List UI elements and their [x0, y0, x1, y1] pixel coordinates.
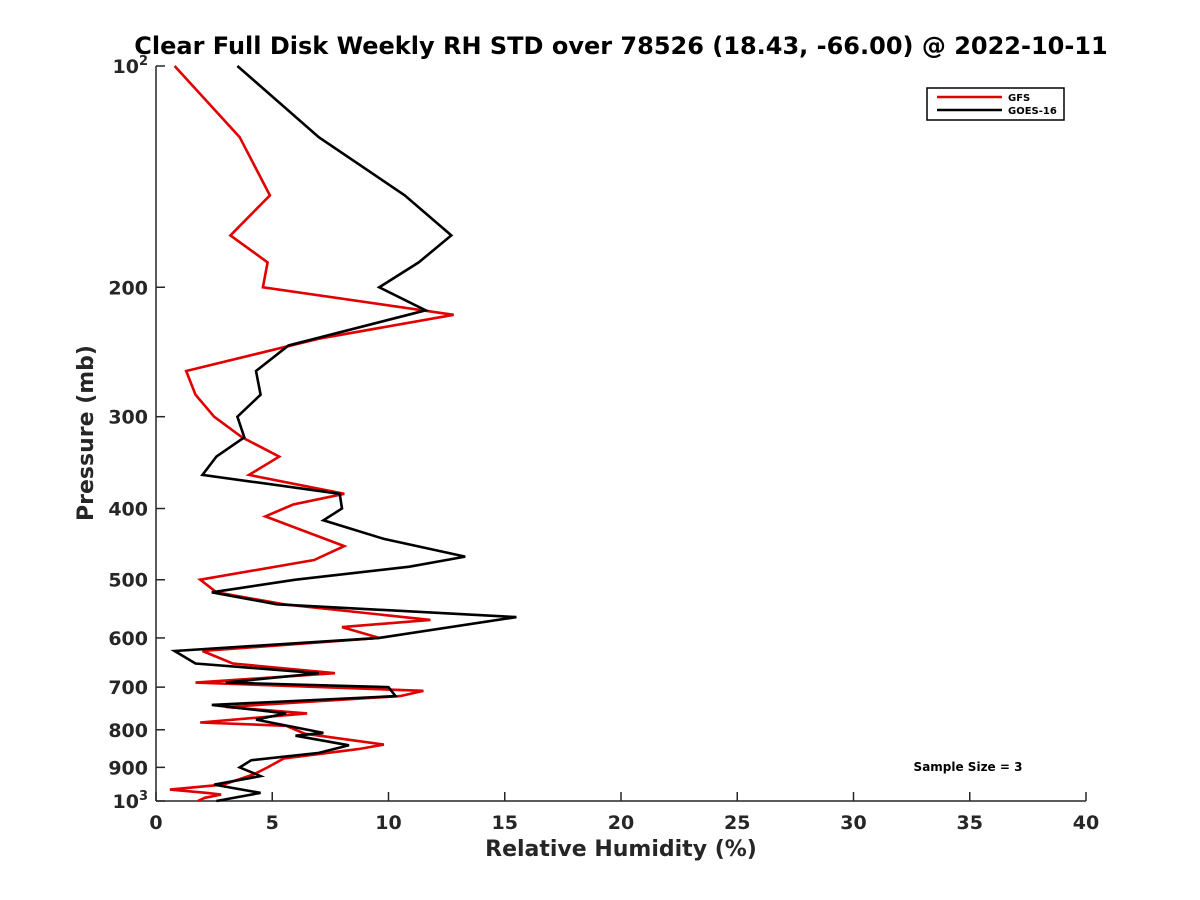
y-tick-label: 200 — [108, 277, 148, 299]
x-tick-label: 35 — [957, 812, 983, 834]
legend-box — [926, 87, 1065, 121]
y-tick-label-base: 500 — [108, 570, 148, 592]
x-axis-ticks: 0 5 10 15 20 25 30 35 40 — [149, 792, 1099, 834]
y-tick-label: 300 — [108, 407, 148, 429]
legend-label-gfs: GFS — [1008, 93, 1030, 104]
x-tick-label: 0 — [149, 812, 162, 834]
x-tick-label: 40 — [1073, 812, 1099, 834]
y-tick-label: 400 — [108, 499, 148, 521]
y-tick-label: 700 — [108, 677, 148, 699]
sample-size-annotation: Sample Size = 3 — [914, 760, 1023, 774]
y-tick-label-base: 900 — [108, 757, 148, 779]
y-tick-label-base: 200 — [108, 277, 148, 299]
y-tick-label: 800 — [108, 720, 148, 742]
series-line-goes16 — [170, 65, 517, 803]
plot-area — [155, 66, 1086, 802]
y-tick-label-base: 10 — [113, 56, 139, 78]
y-tick-label-base: 300 — [108, 407, 148, 429]
y-tick-label: 600 — [108, 628, 148, 650]
legend-label-goes16: GOES-16 — [1008, 106, 1057, 117]
y-tick-label-exponent: 2 — [139, 54, 148, 69]
x-tick-label: 20 — [608, 812, 634, 834]
y-tick-label: 103 — [113, 789, 149, 813]
legend: GFS GOES-16 — [926, 87, 1065, 121]
x-tick-label: 10 — [375, 812, 401, 834]
x-tick-label: 25 — [724, 812, 750, 834]
x-tick-label: 5 — [266, 812, 279, 834]
y-tick-label: 500 — [108, 570, 148, 592]
y-tick-label-base: 600 — [108, 628, 148, 650]
y-axis-label: Pressure (mb) — [74, 345, 99, 521]
y-tick-label: 900 — [108, 757, 148, 779]
series-line-gfs — [169, 65, 454, 803]
y-tick-label-base: 700 — [108, 677, 148, 699]
x-axis-label: Relative Humidity (%) — [485, 837, 757, 862]
y-tick-label: 102 — [113, 54, 149, 78]
y-tick-label-exponent: 3 — [139, 789, 148, 804]
y-tick-label-base: 400 — [108, 499, 148, 521]
x-tick-label: 15 — [492, 812, 518, 834]
y-tick-label-base: 10 — [113, 791, 139, 813]
series-lines — [169, 65, 517, 803]
y-tick-label-base: 800 — [108, 720, 148, 742]
chart-title: Clear Full Disk Weekly RH STD over 78526… — [134, 32, 1107, 60]
x-tick-label: 30 — [840, 812, 866, 834]
